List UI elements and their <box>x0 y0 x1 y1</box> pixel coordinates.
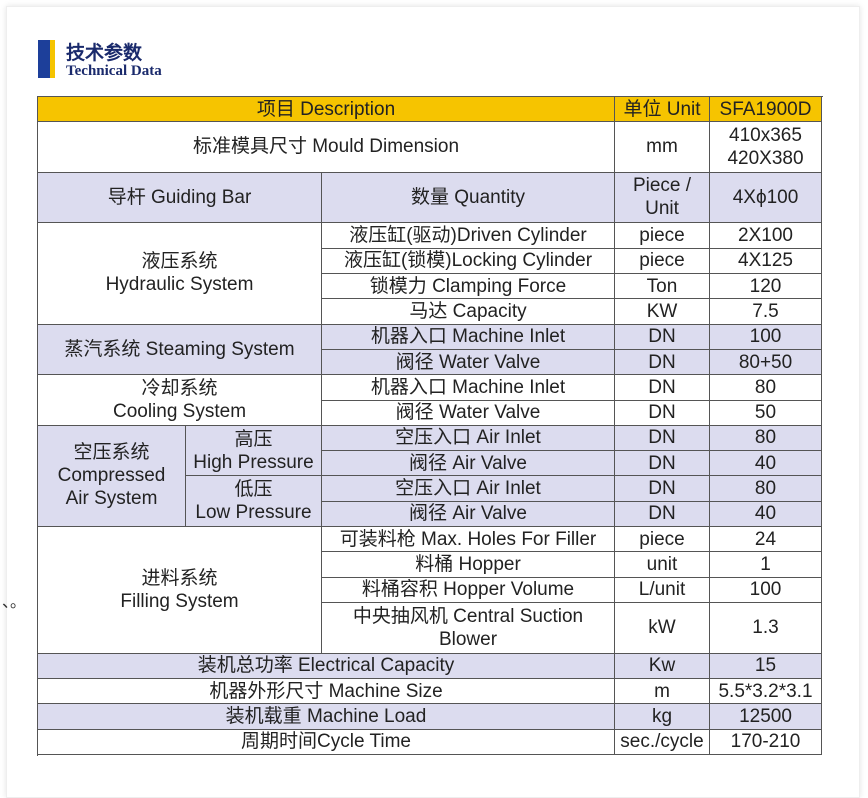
detail-cell: 阀径 Air Valve <box>322 501 615 528</box>
unit-cell: DN <box>615 501 710 528</box>
unit-cell: DN <box>615 400 710 426</box>
item-cell: 周期时间Cycle Time <box>38 729 615 755</box>
value-cell: 5.5*3.2*3.1 <box>710 679 822 705</box>
title-bar-blue <box>38 40 50 78</box>
group-cell: 蒸汽系统 Steaming System <box>38 324 322 376</box>
group-cell: 空压系统 Compressed Air System <box>38 425 186 528</box>
unit-cell: piece <box>615 527 710 553</box>
unit-cell: DN <box>615 324 710 350</box>
unit-cell: kW <box>615 603 710 654</box>
unit-cell: Kw <box>615 653 710 680</box>
value-cell: 100 <box>710 324 822 350</box>
detail-cell: 料桶 Hopper <box>322 552 615 578</box>
detail-cell: 阀径 Water Valve <box>322 400 615 426</box>
subtitle: Technical Data <box>66 63 162 79</box>
detail-cell: 料桶容积 Hopper Volume <box>322 577 615 604</box>
unit-cell: DN <box>615 476 710 502</box>
value-cell: 4X125 <box>710 248 822 274</box>
detail-cell: 马达 Capacity <box>322 299 615 325</box>
detail-cell: 可装料枪 Max. Holes For Filler <box>322 527 615 553</box>
group-cell: 冷却系统 Cooling System <box>38 375 322 426</box>
table-border <box>37 96 823 756</box>
value-cell: 80+50 <box>710 349 822 376</box>
unit-cell: DN <box>615 451 710 477</box>
value-cell: 80 <box>710 425 822 452</box>
header-cell: 单位 Unit <box>615 97 710 122</box>
value-cell: 40 <box>710 451 822 477</box>
value-cell: 410x365 420X380 <box>710 122 822 173</box>
value-cell: 80 <box>710 476 822 502</box>
value-cell: 7.5 <box>710 299 822 325</box>
unit-cell: piece <box>615 223 710 249</box>
item-cell: 导杆 Guiding Bar <box>38 172 322 224</box>
value-cell: 15 <box>710 653 822 680</box>
unit-cell: Ton <box>615 273 710 300</box>
value-cell: 12500 <box>710 704 822 730</box>
detail-cell: 液压缸(锁模)Locking Cylinder <box>322 248 615 274</box>
unit-cell: DN <box>615 349 710 376</box>
value-cell: 120 <box>710 273 822 300</box>
detail-cell: 中央抽风机 Central Suction Blower <box>322 603 615 654</box>
value-cell: 80 <box>710 375 822 401</box>
unit-cell: m <box>615 679 710 705</box>
value-cell: 1.3 <box>710 603 822 654</box>
item-cell: 装机载重 Machine Load <box>38 704 615 730</box>
unit-cell: L/unit <box>615 577 710 604</box>
group-cell: 进料系统 Filling System <box>38 527 322 654</box>
detail-cell: 数量 Quantity <box>322 172 615 224</box>
value-cell: 40 <box>710 501 822 528</box>
header-cell: SFA1900D <box>710 97 822 122</box>
item-cell: 标准模具尺寸 Mould Dimension <box>38 122 615 173</box>
group-cell: 液压系统 Hydraulic System <box>38 223 322 325</box>
subgroup-cell: 低压 Low Pressure <box>186 476 322 528</box>
unit-cell: mm <box>615 122 710 173</box>
detail-cell: 空压入口 Air Inlet <box>322 476 615 502</box>
unit-cell: kg <box>615 704 710 730</box>
unit-cell: unit <box>615 552 710 578</box>
unit-cell: KW <box>615 299 710 325</box>
item-cell: 机器外形尺寸 Machine Size <box>38 679 615 705</box>
detail-cell: 阀径 Water Valve <box>322 349 615 376</box>
value-cell: 2X100 <box>710 223 822 249</box>
detail-cell: 机器入口 Machine Inlet <box>322 324 615 350</box>
unit-cell: DN <box>615 425 710 452</box>
side-fragment: 、。 <box>2 594 27 611</box>
value-cell: 4Xϕ100 <box>710 172 822 224</box>
detail-cell: 锁模力 Clamping Force <box>322 273 615 300</box>
title: 技术参数 <box>66 43 143 64</box>
item-cell: 装机总功率 Electrical Capacity <box>38 653 615 680</box>
value-cell: 24 <box>710 527 822 553</box>
title-bar-yellow <box>50 40 55 78</box>
unit-cell: Piece / Unit <box>615 172 710 224</box>
unit-cell: DN <box>615 375 710 401</box>
unit-cell: sec./cycle <box>615 729 710 755</box>
detail-cell: 机器入口 Machine Inlet <box>322 375 615 401</box>
unit-cell: piece <box>615 248 710 274</box>
header-cell: 项目 Description <box>38 97 615 122</box>
value-cell: 100 <box>710 577 822 604</box>
subgroup-cell: 高压 High Pressure <box>186 425 322 477</box>
detail-cell: 空压入口 Air Inlet <box>322 425 615 452</box>
value-cell: 50 <box>710 400 822 426</box>
value-cell: 1 <box>710 552 822 578</box>
detail-cell: 阀径 Air Valve <box>322 451 615 477</box>
detail-cell: 液压缸(驱动)Driven Cylinder <box>322 223 615 249</box>
value-cell: 170-210 <box>710 729 822 755</box>
